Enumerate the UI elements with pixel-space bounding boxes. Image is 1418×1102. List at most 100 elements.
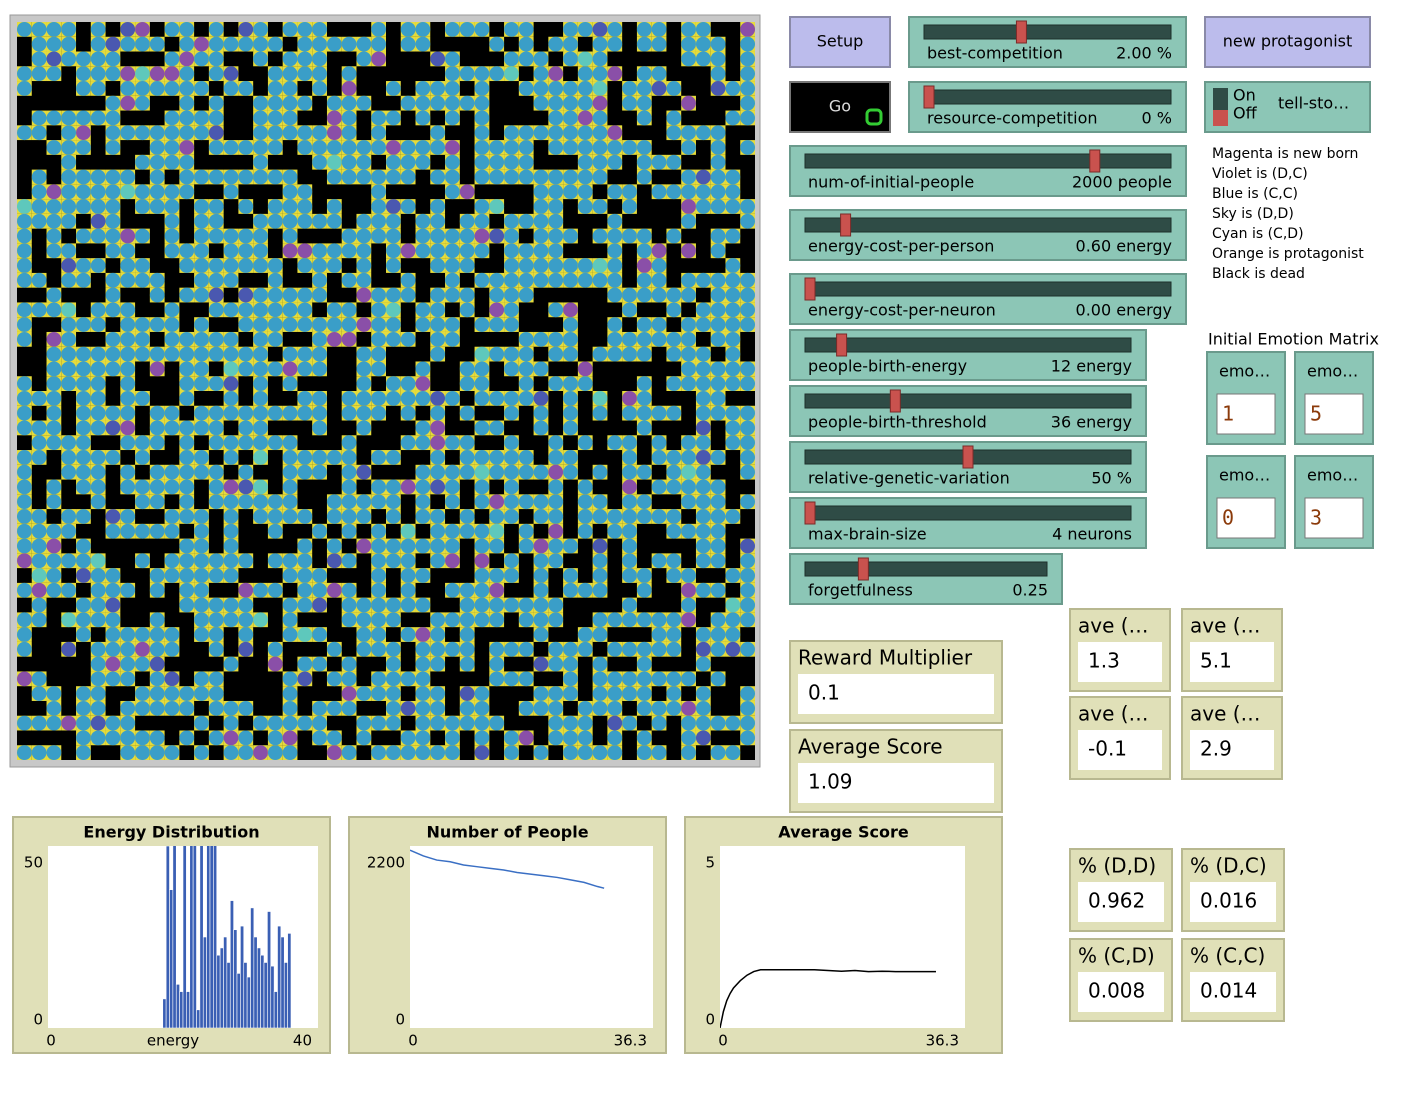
input-box[interactable]: emo… 5 [1294,351,1374,445]
person [179,686,195,701]
setup-button[interactable]: Setup [789,16,891,68]
slider-name[interactable]: relative-genetic-variation [808,469,1010,488]
slider-handle[interactable] [962,445,974,469]
input-box[interactable]: emo… 0 [1206,455,1286,549]
forever-icon[interactable] [865,108,883,126]
person [61,140,77,155]
slider-name[interactable]: best-competition [927,44,1063,63]
input-box[interactable]: emo… 1 [1206,351,1286,445]
slider-value[interactable]: 2000 people [1072,173,1172,192]
slider-handle[interactable] [804,277,816,301]
switch-knob[interactable] [1213,110,1228,126]
person [164,671,180,687]
slider-value[interactable]: 0.25 [1012,581,1048,600]
slider[interactable]: forgetfulness 0.25 [789,553,1063,605]
new-protagonist-button[interactable]: new protagonist [1204,16,1371,68]
input-value[interactable]: 3 [1310,506,1322,530]
button-label[interactable]: Setup [817,32,864,51]
slider-name[interactable]: num-of-initial-people [808,173,974,192]
person [386,745,401,760]
slider-handle[interactable] [1089,149,1101,173]
slider-value[interactable]: 0.60 energy [1076,237,1172,256]
slider-track[interactable] [923,89,1172,105]
person [592,36,608,52]
switch-body[interactable] [1204,81,1371,133]
slider-name[interactable]: people-birth-threshold [808,413,987,432]
input-label[interactable]: emo… [1307,466,1358,485]
input-value[interactable]: 1 [1222,402,1234,426]
slider[interactable]: relative-genetic-variation 50 % [789,441,1147,493]
input-value[interactable]: 5 [1310,402,1322,426]
slider-handle[interactable] [840,213,852,237]
person [666,125,682,141]
button-label[interactable]: Go [829,97,851,116]
slider-track[interactable] [804,281,1172,297]
person [179,597,195,613]
input-field[interactable] [1216,497,1276,539]
person [681,671,696,687]
button-body[interactable] [789,16,891,68]
slider[interactable]: people-birth-energy 12 energy [789,329,1147,381]
person [533,184,549,200]
person [681,243,696,259]
slider-name[interactable]: forgetfulness [808,581,913,600]
slider[interactable]: num-of-initial-people 2000 people [789,145,1187,197]
input-field[interactable] [1216,393,1276,435]
switch-label[interactable]: tell-sto… [1278,94,1349,113]
slider-value[interactable]: 4 neurons [1052,525,1132,544]
person [356,405,372,421]
input-field[interactable] [1304,497,1364,539]
input-label[interactable]: emo… [1219,362,1270,381]
slider-name[interactable]: energy-cost-per-neuron [808,301,996,320]
person [120,391,136,406]
input-label[interactable]: emo… [1219,466,1270,485]
person [223,479,239,495]
slider-handle[interactable] [923,85,935,109]
slider-track[interactable] [923,24,1172,40]
input-value[interactable]: 0 [1222,506,1234,530]
slider-track[interactable] [804,153,1172,169]
slider-handle[interactable] [836,333,848,357]
slider[interactable]: energy-cost-per-person 0.60 energy [789,209,1187,261]
input-label[interactable]: emo… [1307,362,1358,381]
slider-value[interactable]: 0 % [1142,109,1172,128]
slider-handle[interactable] [857,557,869,581]
person [179,582,195,598]
slider-name[interactable]: max-brain-size [808,525,927,544]
input-field[interactable] [1304,393,1364,435]
person [267,745,283,760]
slider[interactable]: energy-cost-per-neuron 0.00 energy [789,273,1187,325]
input-box[interactable]: emo… 3 [1294,455,1374,549]
slider-handle[interactable] [889,389,901,413]
slider-track[interactable] [804,505,1132,521]
monitor-label: % (C,D) [1078,944,1155,968]
person [326,36,342,52]
slider-handle[interactable] [804,501,816,525]
slider-track[interactable] [804,217,1172,233]
button-body[interactable] [1204,16,1371,68]
switch-off[interactable]: Off [1233,104,1258,123]
slider[interactable]: resource-competition 0 % [908,81,1187,133]
slider-value[interactable]: 12 energy [1051,357,1132,376]
slider-handle[interactable] [1015,20,1027,44]
monitor-value: 0.1 [808,681,840,705]
slider-value[interactable]: 50 % [1091,469,1132,488]
person [46,405,62,421]
switch-on[interactable]: On [1233,86,1256,105]
slider-track[interactable] [804,561,1048,577]
slider-value[interactable]: 36 energy [1051,413,1132,432]
slider-name[interactable]: resource-competition [927,109,1098,128]
slider-value[interactable]: 2.00 % [1116,44,1172,63]
slider[interactable]: best-competition 2.00 % [908,16,1187,68]
slider-track[interactable] [804,393,1132,409]
slider-value[interactable]: 0.00 energy [1076,301,1172,320]
slider-name[interactable]: people-birth-energy [808,357,967,376]
slider[interactable]: people-birth-threshold 36 energy [789,385,1147,437]
slider[interactable]: max-brain-size 4 neurons [789,497,1147,549]
person [563,405,578,421]
button-label[interactable]: new protagonist [1223,32,1353,51]
slider-track[interactable] [804,337,1132,353]
slider-name[interactable]: energy-cost-per-person [808,237,994,256]
go-button[interactable]: Go [789,81,891,133]
